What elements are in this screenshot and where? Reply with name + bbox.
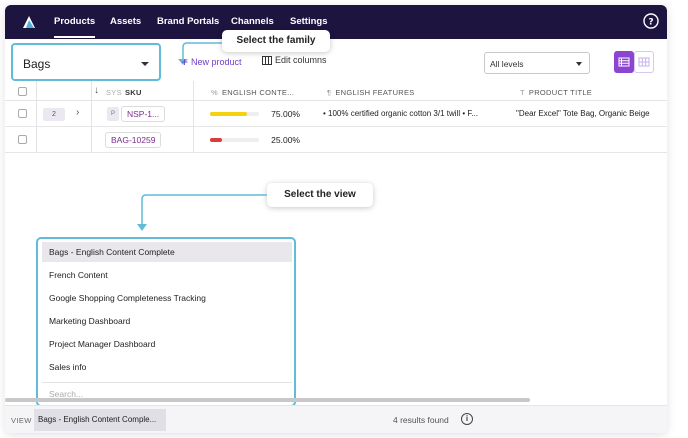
- completeness-bar: [210, 112, 259, 116]
- list-view-button[interactable]: [614, 51, 634, 73]
- product-title-column-header[interactable]: T PRODUCT TITLE: [520, 88, 592, 97]
- logo-icon[interactable]: [21, 14, 37, 30]
- column-divider: [36, 81, 37, 153]
- english-content-column-header[interactable]: % ENGLISH CONTE...: [211, 88, 294, 97]
- completeness-bar-fill: [210, 112, 247, 116]
- view-callout: Select the view: [267, 183, 373, 207]
- view-label: VIEW: [11, 416, 32, 425]
- svg-text:?: ?: [648, 18, 653, 28]
- top-navigation: Products Assets Brand Portals Channels S…: [5, 5, 667, 39]
- family-select[interactable]: Bags: [11, 43, 161, 81]
- grid-view-icon: [638, 57, 650, 67]
- sort-arrow-icon[interactable]: ↓: [94, 85, 100, 96]
- grid-view-button[interactable]: [634, 51, 654, 73]
- view-option[interactable]: French Content: [49, 270, 108, 280]
- view-option[interactable]: Bags - English Content Complete: [42, 242, 292, 262]
- view-option[interactable]: Project Manager Dashboard: [49, 339, 156, 349]
- view-search-input[interactable]: Search...: [42, 382, 292, 399]
- english-features-column-header[interactable]: ¶ ENGLISH FEATURES: [327, 88, 415, 97]
- select-all-checkbox[interactable]: [18, 87, 27, 96]
- english-content-label: ENGLISH CONTE...: [221, 88, 295, 97]
- levels-select-value: All levels: [490, 59, 524, 69]
- completeness-bar: [210, 138, 259, 142]
- row-checkbox[interactable]: [18, 109, 27, 118]
- footer-bar: VIEW Bags - English Content Comple... 4 …: [5, 405, 667, 433]
- plus-icon: +: [181, 55, 189, 69]
- list-view-icon: [618, 57, 630, 67]
- nav-tab-settings[interactable]: Settings: [290, 16, 328, 27]
- info-icon[interactable]: i: [461, 413, 473, 425]
- chevron-right-icon[interactable]: ›: [76, 107, 80, 118]
- completeness-value: 25.00%: [271, 135, 300, 145]
- percent-icon: %: [211, 88, 218, 97]
- text-icon: T: [520, 88, 525, 97]
- edit-columns-label: Edit columns: [275, 55, 327, 65]
- current-view-tab[interactable]: Bags - English Content Comple...: [34, 409, 166, 431]
- table-row[interactable]: BAG-10259 25.00%: [5, 127, 667, 153]
- variant-count-badge: 2: [43, 108, 65, 121]
- view-option[interactable]: Sales info: [49, 362, 87, 372]
- nav-tab-products[interactable]: Products: [54, 16, 96, 38]
- help-circle-icon[interactable]: ?: [643, 13, 659, 29]
- chevron-down-icon: [141, 62, 149, 66]
- column-divider: [193, 81, 194, 153]
- horizontal-scrollbar[interactable]: [5, 398, 530, 402]
- product-title-cell[interactable]: "Dear Excel" Tote Bag, Organic Beige: [516, 109, 650, 118]
- grid-header: ↓ SYS SKU % ENGLISH CONTE... ¶ ENGLISH FEA…: [5, 81, 667, 101]
- app-window: Products Assets Brand Portals Channels S…: [5, 5, 667, 433]
- callout-connector: [178, 42, 225, 65]
- english-features-label: ENGLISH FEATURES: [335, 88, 415, 97]
- completeness-value: 75.00%: [271, 109, 300, 119]
- sku-link[interactable]: NSP-1...: [121, 106, 166, 122]
- table-row[interactable]: 2 › P NSP-1... 75.00% • 100% certified o…: [5, 101, 667, 127]
- product-type-badge: P: [107, 107, 119, 121]
- completeness-bar-fill: [210, 138, 223, 142]
- levels-select[interactable]: All levels: [484, 52, 590, 74]
- nav-tab-channels[interactable]: Channels: [231, 16, 274, 27]
- english-features-cell[interactable]: • 100% certified organic cotton 3/1 twil…: [323, 109, 479, 118]
- nav-tab-brand-portals[interactable]: Brand Portals: [157, 16, 220, 27]
- view-dropdown: Bags - English Content Complete French C…: [36, 237, 296, 407]
- results-count: 4 results found: [393, 415, 449, 425]
- column-divider: [91, 81, 92, 153]
- new-product-label: New product: [191, 57, 242, 67]
- sku-column-header[interactable]: SKU: [125, 88, 142, 97]
- callout-connector: [137, 194, 267, 231]
- sys-column-header[interactable]: SYS: [106, 88, 122, 97]
- nav-tab-assets[interactable]: Assets: [110, 16, 142, 27]
- columns-icon: [262, 56, 272, 65]
- product-title-label: PRODUCT TITLE: [528, 88, 593, 97]
- chevron-down-icon: [576, 62, 582, 66]
- edit-columns-button[interactable]: Edit columns: [262, 54, 327, 65]
- new-product-button[interactable]: + New product: [181, 54, 242, 69]
- view-option[interactable]: Google Shopping Completeness Tracking: [49, 293, 206, 303]
- sku-link[interactable]: BAG-10259: [105, 132, 162, 148]
- family-select-value: Bags: [23, 57, 51, 71]
- family-callout: Select the family: [222, 30, 330, 52]
- paragraph-icon: ¶: [327, 88, 332, 97]
- view-option[interactable]: Marketing Dashboard: [49, 316, 131, 326]
- row-checkbox[interactable]: [18, 135, 27, 144]
